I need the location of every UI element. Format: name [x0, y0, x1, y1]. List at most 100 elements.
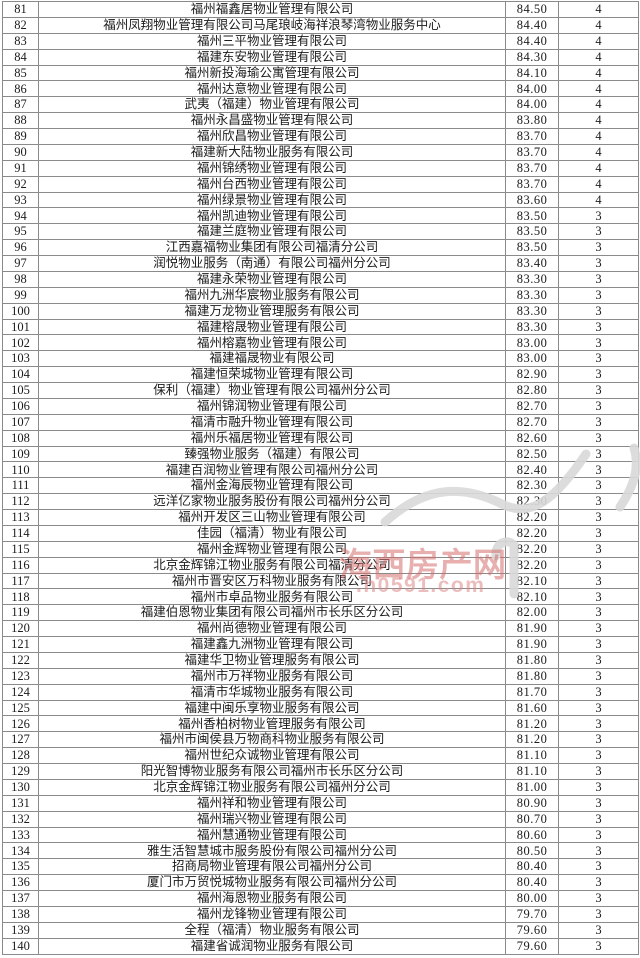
score-cell: 80.70 — [505, 810, 559, 828]
company-name-cell: 福州尚德物业管理有限公司 — [38, 620, 506, 637]
rank-cell: 117 — [2, 572, 39, 590]
grade-cell: 3 — [558, 794, 639, 812]
table-row: 140 福建省诚润物业服务有限公司 79.60 3 — [2, 937, 639, 956]
rank-cell: 121 — [2, 636, 39, 653]
company-name-cell: 福州市卓品物业服务有限公司 — [38, 588, 506, 606]
grade-cell: 4 — [558, 1, 639, 18]
company-name-cell: 福州乐福居物业管理有限公司 — [38, 429, 506, 447]
rank-cell: 83 — [2, 32, 39, 50]
company-name-cell: 阳光智博物业服务有限公司福州市长乐区分公司 — [38, 763, 506, 780]
score-cell: 79.70 — [505, 905, 559, 923]
table-row: 97 润悦物业服务（南通）有限公司福州分公司 83.40 3 — [2, 255, 639, 272]
rank-cell: 84 — [2, 48, 39, 66]
score-cell: 84.00 — [505, 80, 559, 98]
company-name-cell: 福建永荣物业管理有限公司 — [38, 270, 506, 288]
rank-cell: 133 — [2, 826, 39, 844]
grade-cell: 4 — [558, 16, 639, 34]
rank-cell: 132 — [2, 810, 39, 828]
grade-cell: 3 — [558, 540, 639, 558]
company-name-cell: 福州市万祥物业服务有限公司 — [38, 667, 506, 685]
rank-cell: 97 — [2, 255, 39, 272]
rank-cell: 138 — [2, 905, 39, 923]
rank-cell: 135 — [2, 858, 39, 876]
company-name-cell: 福州台西物业管理有限公司 — [38, 175, 506, 193]
rank-cell: 123 — [2, 667, 39, 685]
company-name-cell: 福州锦绣物业管理有限公司 — [38, 159, 506, 177]
company-name-cell: 福州金海辰物业管理有限公司 — [38, 477, 506, 495]
rank-cell: 95 — [2, 223, 39, 241]
table-row: 82 福州凤翔物业管理有限公司马尾琅岐海祥浪琴湾物业服务中心 84.40 4 — [2, 16, 639, 34]
table-row: 133 福州慧通物业管理有限公司 80.60 3 — [2, 826, 639, 844]
grade-cell: 3 — [558, 461, 639, 479]
table-row: 111 福州金海辰物业管理有限公司 82.30 3 — [2, 477, 639, 495]
company-name-cell: 福建兰庭物业管理有限公司 — [38, 223, 506, 241]
company-name-cell: 福州金辉物业管理有限公司 — [38, 540, 506, 558]
table-row: 103 福建福晟物业有限公司 83.00 3 — [2, 350, 639, 368]
table-row: 128 福州世纪众诚物业管理有限公司 81.10 3 — [2, 747, 639, 764]
company-name-cell: 保利（福建）物业管理有限公司福州分公司 — [38, 382, 506, 399]
score-cell: 83.60 — [505, 191, 559, 209]
company-name-cell: 福州凯迪物业管理有限公司 — [38, 207, 506, 225]
score-cell: 82.70 — [505, 413, 559, 431]
table-row: 107 福清市融升物业管理有限公司 82.70 3 — [2, 413, 639, 431]
company-name-cell: 福建省诚润物业服务有限公司 — [38, 937, 506, 956]
score-cell: 81.90 — [505, 620, 559, 637]
table-row: 124 福清市华城物业服务有限公司 81.70 3 — [2, 683, 639, 701]
rank-cell: 81 — [2, 1, 39, 18]
table-row: 134 雅生活智慧城市服务股份有限公司福州分公司 80.50 3 — [2, 842, 639, 860]
company-name-cell: 福建鑫九洲物业管理有限公司 — [38, 636, 506, 653]
rank-cell: 136 — [2, 874, 39, 891]
grade-cell: 3 — [558, 318, 639, 336]
score-cell: 83.50 — [505, 239, 559, 256]
table-row: 109 臻强物业服务（福建）有限公司 82.50 3 — [2, 445, 639, 463]
company-name-cell: 远洋亿家物业服务股份有限公司福州分公司 — [38, 493, 506, 510]
grade-cell: 3 — [558, 731, 639, 749]
score-cell: 80.60 — [505, 826, 559, 844]
table-row: 112 远洋亿家物业服务股份有限公司福州分公司 82.30 3 — [2, 493, 639, 510]
table-row: 95 福建兰庭物业管理有限公司 83.50 3 — [2, 223, 639, 241]
score-cell: 83.70 — [505, 128, 559, 145]
rank-cell: 113 — [2, 509, 39, 526]
score-cell: 83.70 — [505, 143, 559, 161]
rank-cell: 94 — [2, 207, 39, 225]
table-row: 115 福州金辉物业管理有限公司 82.20 3 — [2, 540, 639, 558]
score-cell: 82.20 — [505, 540, 559, 558]
rank-cell: 102 — [2, 334, 39, 352]
rank-cell: 82 — [2, 16, 39, 34]
table-row: 96 江西嘉福物业集团有限公司福清分公司 83.50 3 — [2, 239, 639, 256]
company-name-cell: 招商局物业管理有限公司福州分公司 — [38, 858, 506, 876]
rank-cell: 96 — [2, 239, 39, 256]
rank-cell: 93 — [2, 191, 39, 209]
grade-cell: 3 — [558, 651, 639, 669]
grade-cell: 3 — [558, 937, 639, 956]
grade-cell: 3 — [558, 667, 639, 685]
grade-cell: 4 — [558, 128, 639, 145]
table-row: 90 福建新大陆物业服务有限公司 83.70 4 — [2, 143, 639, 161]
table-row: 104 福建恒荣城物业管理有限公司 82.90 3 — [2, 366, 639, 383]
grade-cell: 3 — [558, 334, 639, 352]
table-row: 123 福州市万祥物业服务有限公司 81.80 3 — [2, 667, 639, 685]
rank-cell: 87 — [2, 96, 39, 114]
rank-cell: 111 — [2, 477, 39, 495]
grade-cell: 3 — [558, 747, 639, 764]
rank-cell: 98 — [2, 270, 39, 288]
company-name-cell: 臻强物业服务（福建）有限公司 — [38, 445, 506, 463]
rank-cell: 86 — [2, 80, 39, 98]
company-name-cell: 润悦物业服务（南通）有限公司福州分公司 — [38, 255, 506, 272]
grade-cell: 3 — [558, 699, 639, 717]
table-row: 113 福州开发区三山物业管理有限公司 82.20 3 — [2, 509, 639, 526]
grade-cell: 3 — [558, 604, 639, 622]
grade-cell: 3 — [558, 477, 639, 495]
rank-cell: 109 — [2, 445, 39, 463]
grade-cell: 3 — [558, 810, 639, 828]
grade-cell: 3 — [558, 286, 639, 304]
grade-cell: 3 — [558, 890, 639, 907]
grade-cell: 3 — [558, 905, 639, 923]
score-cell: 83.50 — [505, 223, 559, 241]
table-row: 99 福州九洲华宸物业服务有限公司 83.30 3 — [2, 286, 639, 304]
score-cell: 81.00 — [505, 778, 559, 796]
grade-cell: 4 — [558, 80, 639, 98]
grade-cell: 3 — [558, 207, 639, 225]
score-cell: 84.00 — [505, 96, 559, 114]
